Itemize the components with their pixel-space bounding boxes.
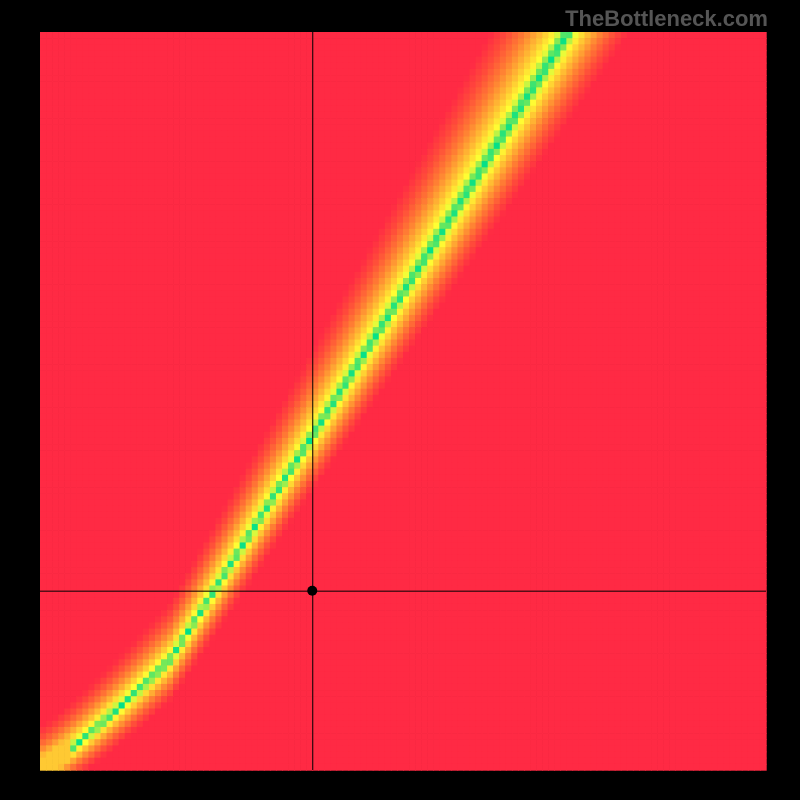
bottleneck-heatmap — [0, 0, 800, 800]
watermark-text: TheBottleneck.com — [565, 6, 768, 32]
chart-container: TheBottleneck.com — [0, 0, 800, 800]
